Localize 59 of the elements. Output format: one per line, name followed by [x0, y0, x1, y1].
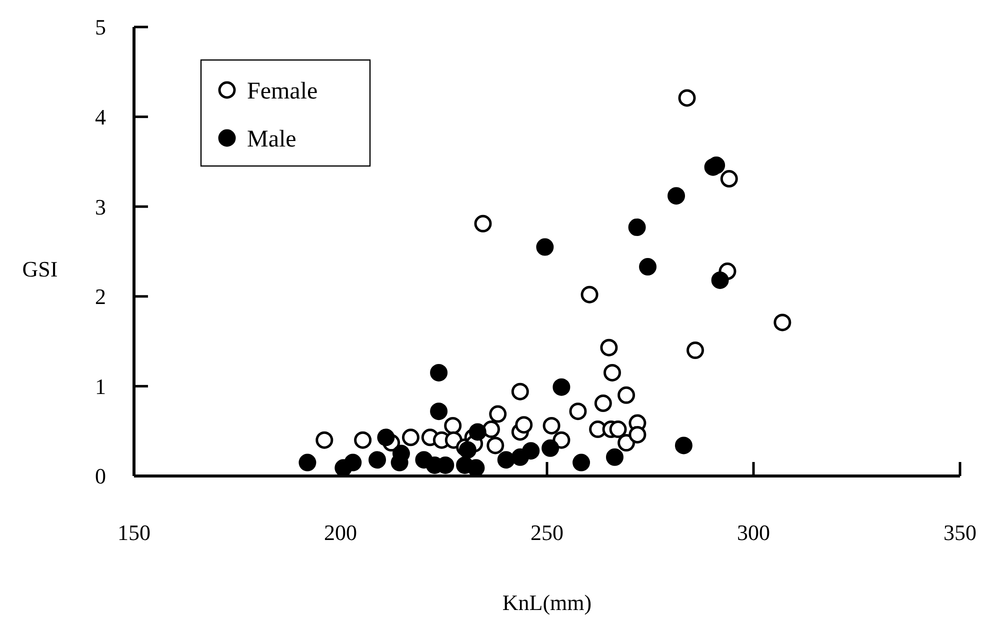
- x-tick-label: 150: [118, 520, 150, 545]
- y-axis-title: GSI: [22, 256, 58, 282]
- point: [628, 426, 646, 444]
- point: [344, 454, 362, 472]
- point: [515, 416, 533, 434]
- point: [474, 214, 492, 232]
- x-tick-label: 300: [737, 520, 770, 545]
- point: [686, 342, 704, 360]
- point: [678, 89, 696, 107]
- point: [542, 439, 560, 457]
- legend-label: Male: [247, 126, 296, 152]
- legend-label: Female: [247, 78, 318, 104]
- point: [609, 420, 627, 438]
- point: [674, 436, 692, 454]
- point: [606, 448, 624, 466]
- y-tick-label: 5: [95, 14, 106, 40]
- point: [354, 431, 372, 449]
- point: [552, 378, 570, 396]
- point: [639, 258, 657, 276]
- y-tick-label: 1: [95, 374, 106, 399]
- point: [458, 441, 476, 459]
- point: [430, 364, 448, 382]
- point: [572, 454, 590, 472]
- point: [720, 170, 738, 188]
- x-tick-label: 250: [530, 520, 564, 545]
- point: [774, 314, 792, 332]
- point: [594, 394, 612, 412]
- point: [522, 442, 540, 460]
- x-tick-label: 200: [324, 520, 357, 545]
- x-axis-title: KnL(mm): [502, 590, 592, 615]
- point: [536, 238, 554, 256]
- point: [711, 272, 729, 289]
- point: [430, 402, 448, 420]
- point: [444, 416, 462, 434]
- point: [468, 423, 486, 441]
- point: [489, 405, 507, 423]
- point: [618, 386, 636, 404]
- point: [569, 402, 587, 420]
- point: [298, 454, 316, 472]
- y-tick-label: 0: [95, 464, 106, 489]
- point: [542, 416, 560, 434]
- point: [600, 338, 618, 356]
- point: [628, 218, 646, 236]
- point: [552, 431, 570, 449]
- y-tick-label: 4: [95, 104, 106, 130]
- point: [604, 364, 622, 382]
- y-tick-label: 3: [95, 194, 106, 220]
- point: [618, 434, 636, 452]
- point: [497, 451, 515, 469]
- x-tick-label: 350: [944, 520, 976, 545]
- point: [316, 431, 334, 449]
- point: [368, 451, 386, 469]
- point: [402, 428, 420, 446]
- y-tick-label: 2: [95, 284, 106, 310]
- point: [511, 382, 529, 400]
- point: [580, 286, 598, 304]
- point: [377, 428, 395, 446]
- point: [668, 187, 686, 205]
- point: [486, 436, 504, 454]
